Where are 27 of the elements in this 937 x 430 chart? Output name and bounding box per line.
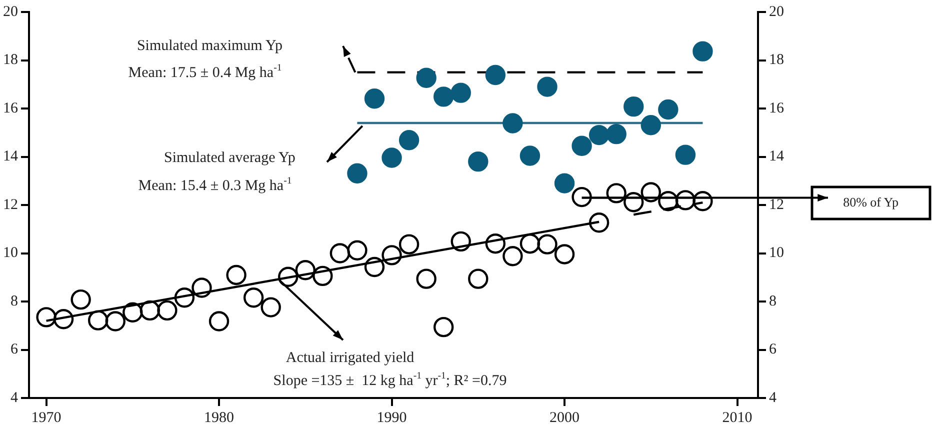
y-tick-label: 14 — [3, 148, 18, 165]
x-tick-label: 2010 — [722, 410, 752, 426]
y-tick-label: 10 — [3, 245, 18, 262]
text: 80% of Yp — [843, 194, 898, 210]
y2-tick-label: 12 — [769, 196, 784, 213]
y2-tick-label: 20 — [769, 4, 784, 20]
annotation: Simulated average Yp — [164, 150, 296, 166]
annotation: Simulated maximum Yp — [136, 38, 283, 54]
x-tick-label: 1990 — [376, 410, 407, 426]
y2-tick-label: 4 — [769, 390, 777, 406]
x-tick-label: 2000 — [550, 410, 580, 426]
y2-tick-label: 6 — [769, 342, 777, 358]
y-tick-label: 4 — [10, 390, 18, 406]
y2-tick-label: 16 — [769, 100, 784, 116]
y2-tick-label: 18 — [769, 52, 784, 68]
y-tick-label: 12 — [3, 196, 18, 213]
y-tick-label: 6 — [10, 342, 18, 358]
y-tick-label: 16 — [3, 100, 18, 116]
y-tick-label: 20 — [3, 4, 18, 20]
y2-tick-label: 8 — [769, 293, 776, 310]
y2-tick-label: 14 — [769, 148, 784, 165]
y-tick-label: 18 — [3, 52, 18, 68]
y2-tick-label: 10 — [769, 245, 784, 262]
annotation: Actual irrigated yield — [286, 350, 415, 366]
x-tick-label: 1980 — [204, 410, 234, 426]
x-tick-label: 1970 — [31, 410, 62, 426]
y-tick-label: 8 — [10, 293, 18, 310]
